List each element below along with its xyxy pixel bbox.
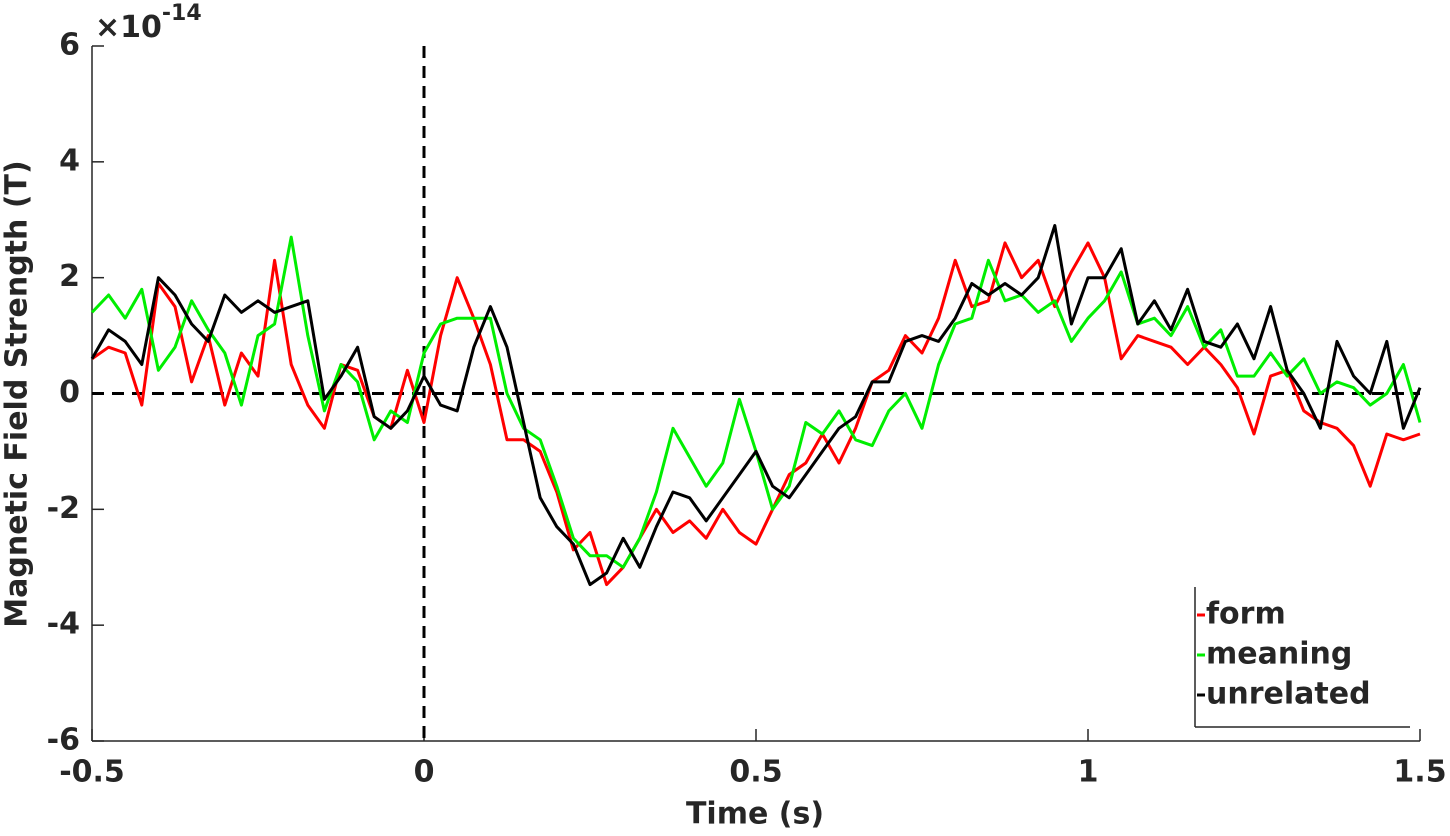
legend-label: unrelated — [1206, 677, 1371, 712]
x-tick-label: 0.5 — [729, 755, 782, 790]
y-tick-label: 6 — [59, 28, 80, 63]
x-axis-label: Time (s) — [686, 797, 824, 832]
y-tick-label: 4 — [59, 143, 80, 178]
y-multiplier: ×10-14 — [95, 1, 202, 45]
series-line — [90, 235, 1422, 569]
y-tick-label: -2 — [47, 491, 80, 526]
multiplier-exponent: -14 — [162, 1, 202, 26]
y-axis-label: Magnetic Field Strength (T) — [0, 160, 35, 627]
x-tick-label: -0.5 — [59, 755, 125, 790]
multiplier-base: ×10 — [95, 10, 162, 45]
series-line — [91, 241, 1421, 587]
y-tick-label: -6 — [47, 723, 80, 758]
series-line — [90, 224, 1422, 587]
y-tick-label: 0 — [59, 375, 80, 410]
legend-label: form — [1206, 597, 1286, 632]
x-tick-label: 1 — [1078, 755, 1099, 790]
y-tick-label: -4 — [47, 607, 80, 642]
x-tick-label: 0 — [414, 755, 435, 790]
legend-label: meaning — [1206, 637, 1352, 672]
x-tick-label: 1.5 — [1393, 755, 1446, 790]
y-tick-label: 2 — [59, 259, 80, 294]
